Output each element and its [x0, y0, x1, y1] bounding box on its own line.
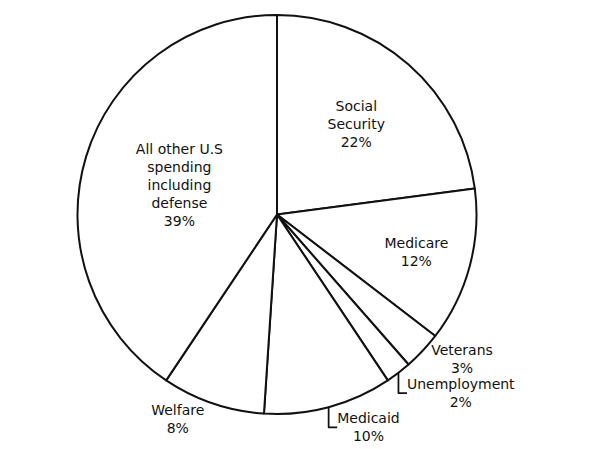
- svg-text:Medicare12%: Medicare12%: [384, 235, 448, 269]
- svg-text:Welfare8%: Welfare8%: [151, 402, 204, 436]
- svg-text:Veterans3%: Veterans3%: [431, 342, 493, 376]
- svg-text:SocialSecurity22%: SocialSecurity22%: [328, 98, 386, 150]
- svg-text:Unemployment2%: Unemployment2%: [407, 376, 515, 410]
- svg-text:Medicaid10%: Medicaid10%: [337, 410, 400, 444]
- svg-text:All other U.Sspendingincluding: All other U.Sspendingincludingdefense39%: [136, 141, 223, 230]
